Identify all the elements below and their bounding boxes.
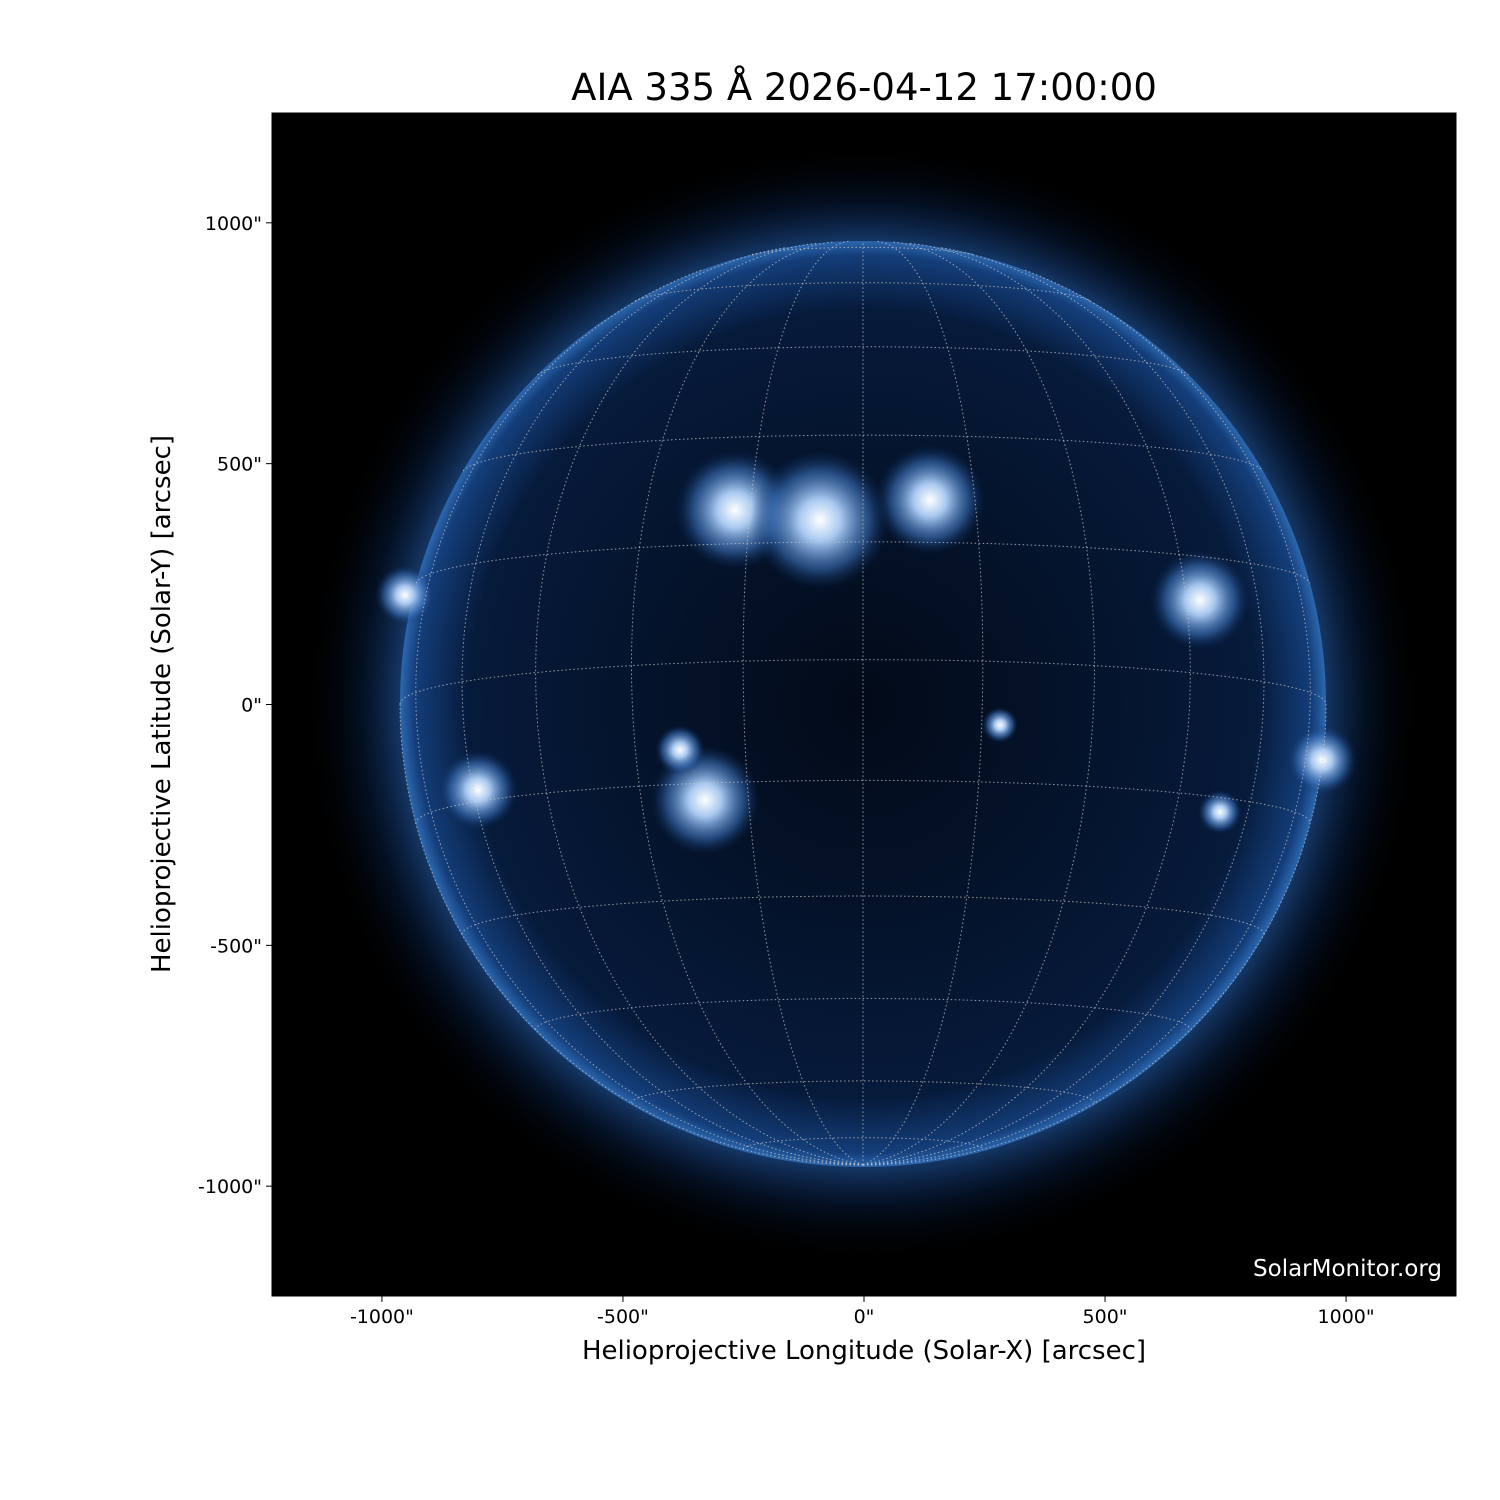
x-tick-label: -1000" — [350, 1306, 414, 1328]
watermark: SolarMonitor.org — [1253, 1256, 1442, 1282]
longitude-line — [862, 240, 984, 1166]
active-region — [1287, 725, 1357, 795]
x-axis-label: Helioprojective Longitude (Solar-X) [arc… — [581, 1336, 1147, 1366]
x-axis: -1000" -500" 0" 500" 1000" — [350, 1296, 1375, 1328]
active-region — [875, 445, 985, 555]
latitude-line — [537, 346, 1189, 376]
active-region — [1198, 790, 1242, 834]
latitude-line — [535, 998, 1191, 1030]
longitude-line — [631, 241, 864, 1166]
longitude-line — [535, 242, 864, 1166]
y-tick-label: 500" — [217, 454, 262, 476]
longitude-line — [862, 241, 1095, 1166]
y-axis-label: Helioprojective Latitude (Solar-Y) [arcs… — [147, 434, 177, 974]
active-region — [750, 450, 890, 590]
active-region — [375, 565, 435, 625]
x-tick-label: 500" — [1083, 1306, 1128, 1328]
x-tick-label: -500" — [597, 1306, 649, 1328]
active-region — [438, 750, 518, 830]
active-region — [982, 707, 1018, 743]
longitude-line — [862, 703, 1327, 1166]
x-tick-label: 1000" — [1318, 1306, 1375, 1328]
latitude-line — [462, 434, 1264, 472]
chart-title: AIA 335 Å 2026-04-12 17:00:00 — [571, 66, 1157, 109]
longitude-line — [461, 246, 864, 1166]
active-region — [655, 725, 705, 775]
longitude-line — [742, 240, 864, 1166]
latitude-line — [751, 246, 975, 255]
longitude-line — [415, 269, 864, 1166]
active-regions — [375, 445, 1357, 855]
latitude-line — [415, 541, 1311, 584]
active-region — [1150, 550, 1250, 650]
y-tick-label: 0" — [241, 695, 262, 717]
longitude-line — [862, 269, 1311, 1166]
longitude-line — [862, 242, 1191, 1166]
y-axis: 1000" 500" 0" -500" -1000" — [198, 213, 272, 1198]
y-tick-label: 1000" — [205, 213, 262, 235]
heliographic-grid — [399, 240, 1327, 1166]
x-tick-label: 0" — [854, 1306, 875, 1328]
y-tick-label: -500" — [210, 935, 262, 957]
longitude-line — [862, 246, 1265, 1166]
y-tick-label: -1000" — [198, 1176, 262, 1198]
